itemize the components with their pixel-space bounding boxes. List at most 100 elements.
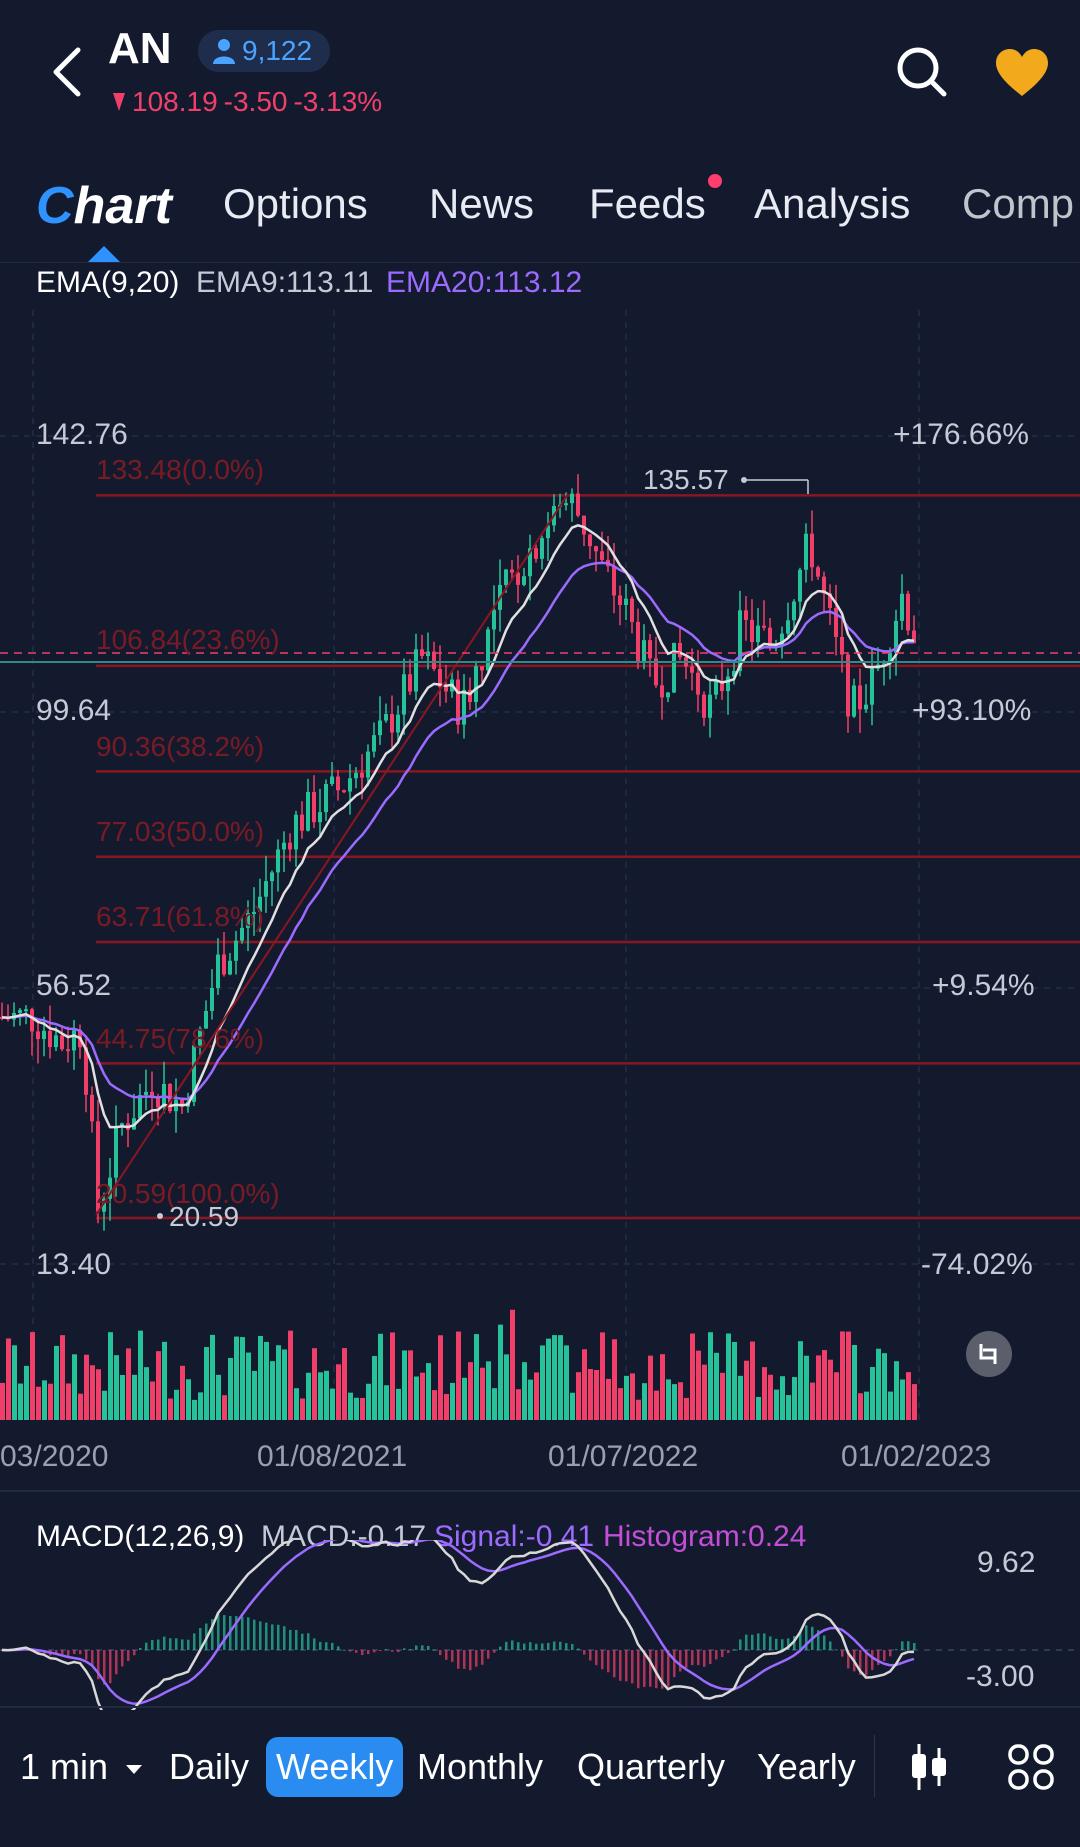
candle-body xyxy=(528,548,532,577)
macd-histogram-bar xyxy=(529,1642,532,1650)
volume-bar xyxy=(342,1348,347,1420)
volume-bar xyxy=(60,1335,65,1420)
macd-histogram-bar xyxy=(721,1650,724,1658)
candle-body xyxy=(546,525,550,539)
macd-histogram-bar xyxy=(187,1639,190,1650)
candle-body xyxy=(762,625,766,628)
volume-bar xyxy=(534,1372,539,1420)
volume-bar xyxy=(90,1365,95,1420)
volume-bars xyxy=(0,1309,917,1420)
candle-body xyxy=(258,896,262,912)
macd-histogram-bar xyxy=(277,1624,280,1650)
candle-body xyxy=(738,610,742,671)
candle-body xyxy=(540,538,544,559)
price-chart[interactable] xyxy=(0,300,1080,1440)
grid-icon xyxy=(1008,1744,1054,1790)
volume-bar xyxy=(30,1332,35,1420)
candle-body xyxy=(18,1009,22,1013)
volume-bar xyxy=(348,1392,353,1420)
candle-body xyxy=(66,1049,70,1052)
volume-bar xyxy=(276,1345,281,1420)
candle-body xyxy=(300,814,304,831)
volume-bar xyxy=(546,1338,551,1420)
macd-histogram-bar xyxy=(643,1650,646,1688)
candle-body xyxy=(714,680,718,695)
macd-histogram-bar xyxy=(157,1639,160,1650)
period-yearly[interactable]: Yearly xyxy=(757,1746,856,1787)
candle-body xyxy=(276,849,280,873)
macd-histogram-bar xyxy=(613,1650,616,1678)
volume-bar xyxy=(834,1372,839,1420)
macd-signal-value: Signal:-0.41 xyxy=(434,1520,595,1553)
macd-histogram-bar xyxy=(871,1650,874,1671)
candle-body xyxy=(438,668,442,688)
interval-dropdown[interactable]: 1 min xyxy=(20,1737,144,1797)
volume-bar xyxy=(12,1345,17,1420)
more-indicators-button[interactable] xyxy=(1006,1742,1056,1792)
macd-histogram-bar xyxy=(535,1643,538,1650)
candle-body xyxy=(246,913,250,928)
volume-bar xyxy=(180,1365,185,1420)
feeds-notification-dot xyxy=(708,174,722,188)
macd-histogram-bar xyxy=(655,1650,658,1689)
macd-histogram-bar xyxy=(715,1650,718,1660)
candle-body xyxy=(204,1010,208,1029)
back-button[interactable] xyxy=(44,40,94,100)
period-weekly[interactable]: Weekly xyxy=(266,1737,404,1797)
macd-histogram-bar xyxy=(913,1642,916,1650)
volume-bar xyxy=(576,1372,581,1420)
macd-histogram-bar xyxy=(463,1650,466,1669)
period-quarterly[interactable]: Quarterly xyxy=(577,1746,726,1787)
candle-body xyxy=(30,1009,34,1032)
period-monthly[interactable]: Monthly xyxy=(417,1746,544,1787)
candle-body xyxy=(582,515,586,535)
macd-axis-bottom: -3.00 xyxy=(966,1660,1035,1693)
volume-bar xyxy=(888,1391,893,1420)
macd-histogram-bar xyxy=(685,1650,688,1668)
tab-feeds[interactable]: Feeds xyxy=(589,180,706,227)
volume-bar xyxy=(282,1349,287,1420)
candle-body xyxy=(60,1035,64,1050)
candle-body xyxy=(144,1091,148,1096)
macd-histogram-bar xyxy=(283,1626,286,1650)
macd-histogram-bar xyxy=(841,1650,844,1657)
candle-body xyxy=(816,567,820,577)
candle-body xyxy=(384,714,388,721)
candle-body xyxy=(306,792,310,831)
volume-bar xyxy=(168,1398,173,1420)
tab-news[interactable]: News xyxy=(429,180,535,227)
macd-histogram-bar xyxy=(349,1650,352,1652)
chart-type-button[interactable] xyxy=(906,1742,952,1792)
followers-badge[interactable]: 9,122 xyxy=(198,30,331,72)
candle-body xyxy=(414,649,418,692)
volume-bar xyxy=(744,1360,749,1420)
macd-histogram-bar xyxy=(553,1641,556,1650)
volume-bar xyxy=(228,1357,233,1420)
macd-histogram-bar xyxy=(769,1636,772,1650)
macd-histogram-bar xyxy=(709,1650,712,1664)
candle-body xyxy=(396,714,400,733)
candle-body xyxy=(366,751,370,778)
tab-options[interactable]: Options xyxy=(223,180,368,227)
period-daily[interactable]: Daily xyxy=(169,1746,250,1787)
volume-bar xyxy=(906,1372,911,1420)
favorite-button[interactable] xyxy=(994,46,1050,102)
volume-bar xyxy=(774,1389,779,1420)
volume-bar xyxy=(366,1383,371,1420)
candle-body xyxy=(324,783,328,813)
volume-bar xyxy=(618,1388,623,1420)
volume-bar xyxy=(108,1332,113,1420)
macd-histogram-bar xyxy=(307,1633,310,1650)
candle-body xyxy=(798,569,802,602)
tab-chart[interactable]: Chart xyxy=(36,177,172,235)
tab-analysis[interactable]: Analysis xyxy=(754,180,911,227)
search-button[interactable] xyxy=(894,44,950,100)
macd-axis-top: 9.62 xyxy=(977,1546,1036,1579)
low-marker-label: 20.59 xyxy=(169,1201,240,1232)
macd-histogram-bar xyxy=(703,1650,706,1667)
macd-histogram-bar xyxy=(55,1650,58,1656)
search-icon xyxy=(897,47,947,97)
tab-company[interactable]: Comp xyxy=(962,180,1075,227)
expand-chart-button[interactable] xyxy=(966,1331,1012,1377)
volume-bar xyxy=(786,1395,791,1420)
